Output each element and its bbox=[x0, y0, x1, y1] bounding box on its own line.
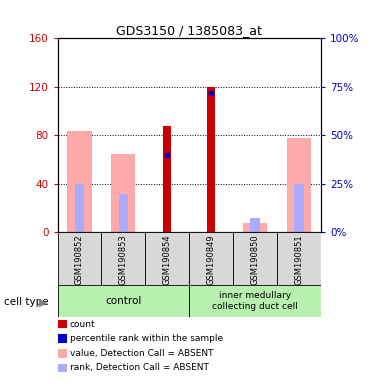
Bar bbox=[233, 232, 277, 286]
Bar bbox=[163, 126, 171, 232]
Bar bbox=[294, 184, 304, 232]
Bar bbox=[287, 138, 311, 232]
Text: value, Detection Call = ABSENT: value, Detection Call = ABSENT bbox=[70, 349, 213, 358]
Bar bbox=[75, 184, 84, 232]
Bar bbox=[68, 131, 92, 232]
Text: GSM190852: GSM190852 bbox=[75, 234, 84, 285]
Bar bbox=[207, 87, 215, 232]
Text: percentile rank within the sample: percentile rank within the sample bbox=[70, 334, 223, 343]
Text: inner medullary
collecting duct cell: inner medullary collecting duct cell bbox=[212, 291, 298, 311]
Bar bbox=[101, 232, 145, 286]
Bar bbox=[277, 232, 321, 286]
Text: rank, Detection Call = ABSENT: rank, Detection Call = ABSENT bbox=[70, 363, 209, 372]
Bar bbox=[58, 285, 189, 317]
Bar bbox=[58, 232, 101, 286]
Bar bbox=[111, 154, 135, 232]
Text: cell type: cell type bbox=[4, 297, 48, 307]
Text: GSM190854: GSM190854 bbox=[163, 234, 172, 285]
Text: GSM190851: GSM190851 bbox=[295, 234, 303, 285]
Bar bbox=[145, 232, 189, 286]
Bar bbox=[118, 194, 128, 232]
Text: count: count bbox=[70, 319, 95, 329]
Bar bbox=[243, 223, 267, 232]
Text: GSM190849: GSM190849 bbox=[207, 234, 216, 285]
Bar bbox=[250, 218, 260, 232]
Text: GSM190850: GSM190850 bbox=[250, 234, 260, 285]
Text: control: control bbox=[105, 296, 142, 306]
Title: GDS3150 / 1385083_at: GDS3150 / 1385083_at bbox=[116, 24, 262, 37]
Bar bbox=[189, 285, 321, 317]
Text: ▶: ▶ bbox=[39, 297, 47, 307]
Text: GSM190853: GSM190853 bbox=[119, 234, 128, 285]
Bar bbox=[189, 232, 233, 286]
